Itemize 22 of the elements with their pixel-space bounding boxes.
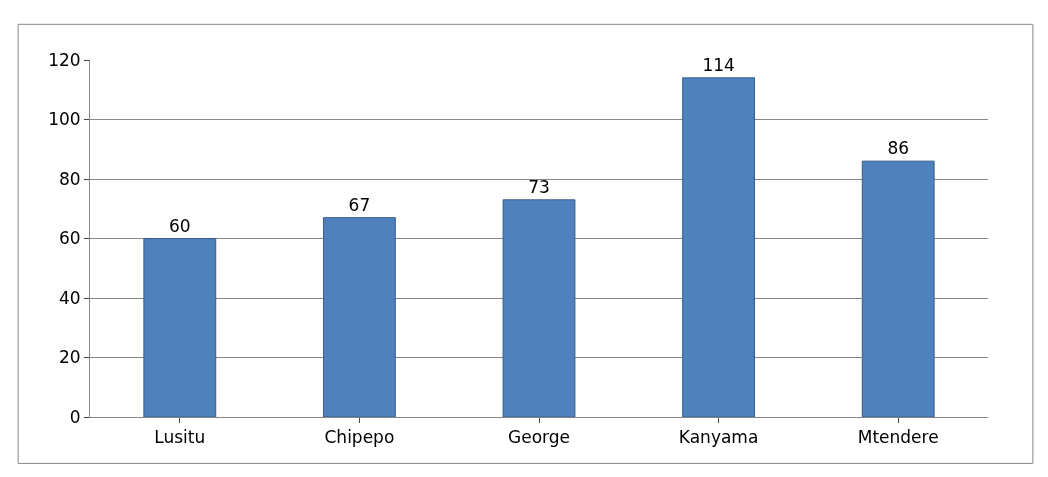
data-label: 114 xyxy=(702,54,735,75)
data-label: 73 xyxy=(528,176,550,197)
data-label: 67 xyxy=(348,194,371,215)
y-tick-label: 100 xyxy=(48,109,81,130)
x-tick-label: Lusitu xyxy=(154,427,206,448)
bar xyxy=(322,217,396,417)
bar xyxy=(502,199,576,417)
bar xyxy=(861,160,935,417)
y-tick-label: 80 xyxy=(58,168,81,189)
bar xyxy=(143,238,217,417)
x-tick-label: Mtendere xyxy=(857,427,939,448)
bar xyxy=(682,77,756,417)
y-tick-label: 40 xyxy=(58,287,81,308)
data-label: 60 xyxy=(168,215,191,236)
y-tick-label: 0 xyxy=(69,406,81,427)
x-tick-label: George xyxy=(508,427,570,448)
y-tick-label: 60 xyxy=(58,228,81,249)
x-tick-label: Chipepo xyxy=(324,427,395,448)
y-tick-label: 120 xyxy=(48,49,81,70)
y-tick-label: 20 xyxy=(58,347,81,368)
x-tick-label: Kanyama xyxy=(678,427,759,448)
data-label: 86 xyxy=(887,138,910,159)
